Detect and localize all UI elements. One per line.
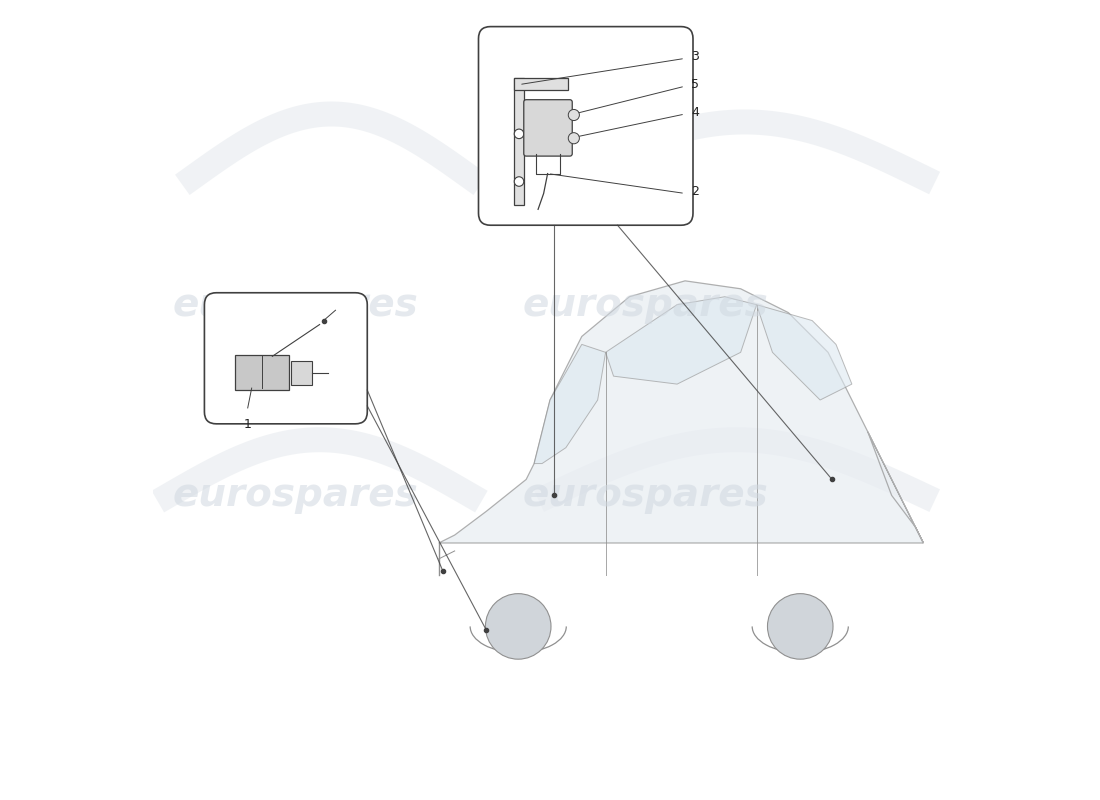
FancyBboxPatch shape	[292, 361, 312, 385]
Text: 5: 5	[692, 78, 700, 91]
Text: 4: 4	[692, 106, 700, 119]
PathPatch shape	[757, 305, 851, 400]
Circle shape	[768, 594, 833, 659]
PathPatch shape	[515, 78, 524, 206]
Circle shape	[515, 177, 524, 186]
Circle shape	[569, 133, 580, 144]
PathPatch shape	[439, 281, 923, 543]
Circle shape	[569, 110, 580, 121]
FancyBboxPatch shape	[524, 100, 572, 156]
Text: eurospares: eurospares	[173, 286, 419, 324]
FancyBboxPatch shape	[205, 293, 367, 424]
FancyBboxPatch shape	[478, 26, 693, 226]
Circle shape	[485, 594, 551, 659]
Text: eurospares: eurospares	[173, 476, 419, 514]
Text: 1: 1	[244, 418, 252, 431]
PathPatch shape	[535, 344, 606, 463]
PathPatch shape	[606, 297, 757, 384]
PathPatch shape	[515, 78, 568, 90]
Text: 2: 2	[692, 186, 700, 198]
Text: 3: 3	[692, 50, 700, 63]
Circle shape	[515, 129, 524, 138]
Text: eurospares: eurospares	[522, 476, 768, 514]
FancyBboxPatch shape	[234, 354, 289, 390]
Text: eurospares: eurospares	[522, 286, 768, 324]
